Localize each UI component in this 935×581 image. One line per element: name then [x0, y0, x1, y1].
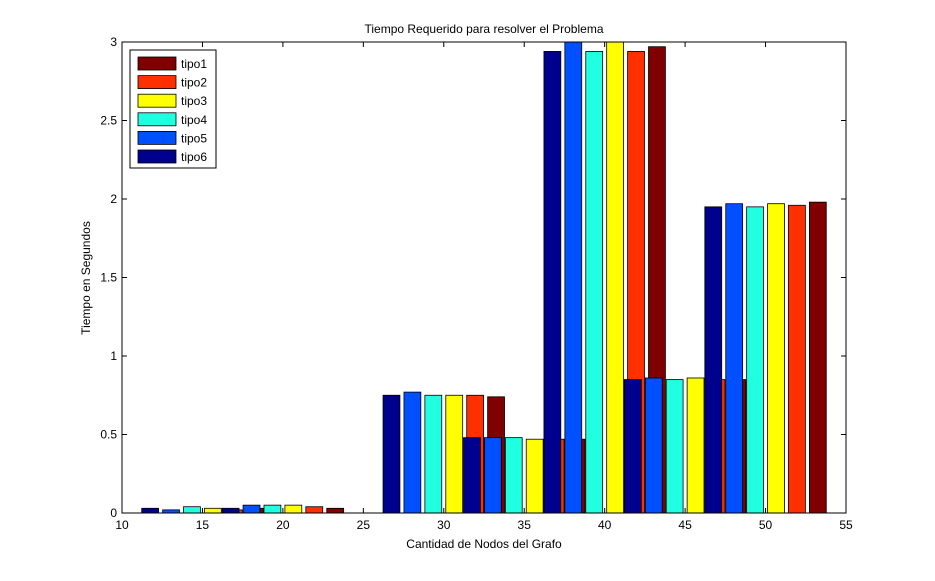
- y-tick-label: 1: [110, 349, 117, 363]
- y-tick-label: 0.5: [100, 428, 117, 442]
- x-tick-label: 30: [437, 518, 451, 532]
- chart-title: Tiempo Requerido para resolver el Proble…: [364, 22, 603, 36]
- bar-tipo5-x40: [564, 41, 583, 514]
- bar-tipo6-x35: [463, 437, 481, 514]
- bar-tipo4-x40: [585, 51, 604, 514]
- bar-tipo3-x35: [525, 438, 544, 514]
- bar-tipo6-x40: [543, 51, 562, 514]
- bar-tipo6-x30: [382, 394, 401, 514]
- bar-tipo5-x50: [725, 203, 744, 514]
- x-tick-label: 50: [759, 518, 773, 532]
- bar-tipo3-x50: [767, 203, 785, 514]
- bar-tipo3-x40: [606, 41, 624, 514]
- legend-label-tipo5: tipo5: [181, 131, 207, 145]
- x-axis-label: Cantidad de Nodos del Grafo: [406, 537, 562, 551]
- y-tick-label: 3: [110, 35, 117, 49]
- bar-tipo3-x20: [284, 504, 303, 514]
- bar-tipo2-x20: [305, 506, 324, 514]
- x-axis: 10 15 20 25 30 35 40 45 50 55: [115, 42, 853, 532]
- plot-area: [122, 42, 846, 513]
- x-tick-label: 45: [678, 518, 692, 532]
- legend-label-tipo1: tipo1: [181, 57, 207, 71]
- legend-label-tipo3: tipo3: [181, 94, 207, 108]
- legend-swatch-tipo3: [137, 93, 177, 108]
- x-tick-label: 15: [196, 518, 210, 532]
- bar-tipo5-x45: [644, 377, 663, 514]
- legend-label-tipo2: tipo2: [181, 76, 207, 90]
- y-tick-label: 2.5: [100, 114, 117, 128]
- y-tick-label: 2: [110, 192, 117, 206]
- legend-label-tipo6: tipo6: [181, 150, 207, 164]
- bar-tipo4-x20: [263, 504, 282, 514]
- legend: tipo1 tipo2 tipo3 tipo4 tipo5 tipo6: [129, 49, 217, 169]
- y-axis-label: Tiempo en Segundos: [79, 221, 93, 335]
- legend-swatch-tipo5: [137, 130, 177, 145]
- bar-tipo5-x30: [403, 391, 422, 514]
- bar-tipo4-x15: [183, 506, 201, 514]
- y-axis: 0 0.5 1 1.5 2 2.5 3: [100, 35, 846, 520]
- legend-swatch-tipo1: [137, 56, 177, 71]
- legend-swatch-tipo6: [137, 149, 177, 164]
- x-tick-label: 40: [598, 518, 612, 532]
- bar-tipo4-x50: [746, 206, 764, 514]
- y-tick-label: 1.5: [100, 271, 117, 285]
- bar-tipo3-x45: [686, 377, 705, 514]
- bar-tipo4-x30: [424, 394, 443, 514]
- x-tick-label: 10: [115, 518, 129, 532]
- bar-tipo6-x45: [623, 379, 642, 514]
- bar-tipo4-x45: [665, 379, 684, 514]
- legend-swatch-tipo4: [137, 112, 177, 127]
- bar-tipo1-x50: [809, 201, 827, 514]
- y-tick-label: 0: [110, 506, 117, 520]
- bars-group: [141, 41, 827, 514]
- bar-tipo5-x20: [242, 504, 261, 514]
- bar-tipo3-x15: [204, 507, 222, 514]
- bar-tipo4-x35: [504, 437, 523, 514]
- legend-label-tipo4: tipo4: [181, 113, 207, 127]
- x-tick-label: 55: [839, 518, 853, 532]
- bar-tipo6-x15: [141, 507, 160, 514]
- bar-tipo6-x50: [704, 206, 723, 514]
- bar-tipo3-x30: [445, 394, 464, 514]
- bar-tipo6-x20: [221, 507, 240, 514]
- x-tick-label: 20: [276, 518, 290, 532]
- bar-tipo1-x20: [326, 507, 345, 514]
- x-tick-label: 25: [357, 518, 371, 532]
- legend-swatch-tipo2: [137, 75, 177, 89]
- x-tick-label: 35: [518, 518, 532, 532]
- bar-tipo2-x50: [788, 204, 806, 514]
- bar-tipo5-x35: [483, 437, 502, 514]
